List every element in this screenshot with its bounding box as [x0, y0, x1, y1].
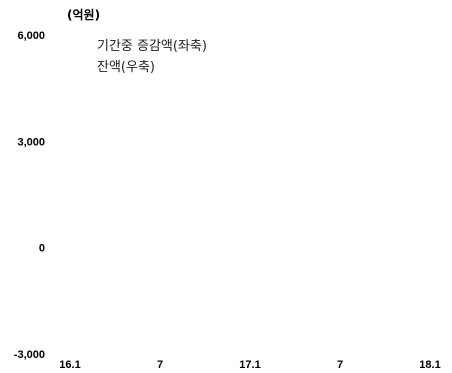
x-axis-tick-label: 16.1 [59, 359, 80, 371]
y-axis-tick-labels: 6,000 3,000 0 -3,000 [14, 30, 45, 361]
y-axis-tick-label: 0 [39, 243, 45, 255]
legend-item-balance: 잔액(우축) [97, 60, 155, 75]
y-axis-tick-label: 6,000 [17, 30, 45, 42]
x-axis-tick-labels: 16.1 7 17.1 7 18.1 [59, 359, 440, 371]
x-axis-tick-label: 7 [157, 359, 163, 371]
x-axis-tick-label: 18.1 [419, 359, 440, 371]
legend: 기간중 증감액(좌축) 잔액(우축) [97, 39, 207, 75]
y-axis-tick-label: 3,000 [17, 136, 45, 148]
y-axis-tick-label: -3,000 [14, 349, 45, 361]
x-axis-tick-label: 17.1 [239, 359, 260, 371]
y-axis-unit-label: (억원) [67, 8, 100, 22]
x-axis-tick-label: 7 [337, 359, 343, 371]
legend-item-period-change: 기간중 증감액(좌축) [97, 39, 207, 54]
